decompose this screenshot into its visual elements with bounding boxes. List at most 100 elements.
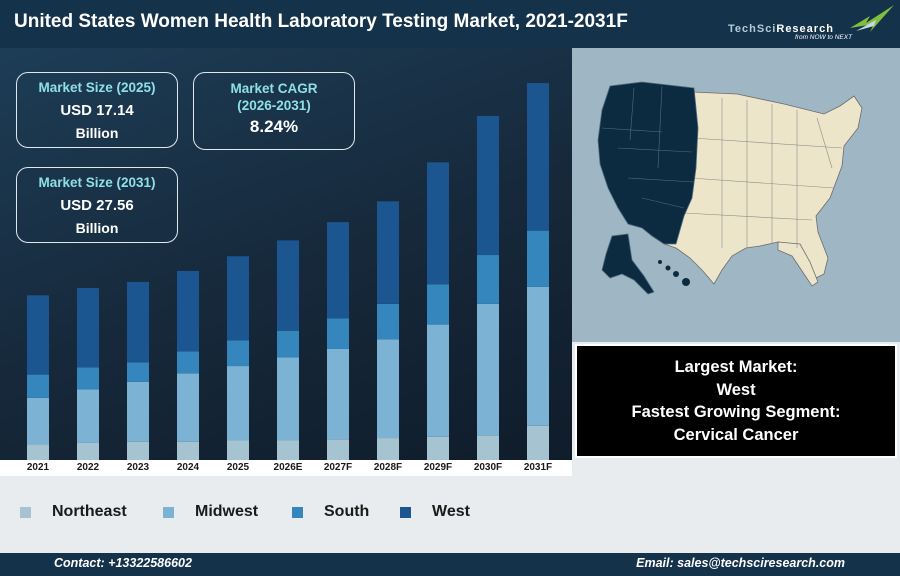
x-axis-strip: 2021 2022 2023 2024 2025 2026E 2027F 2028F 2029F… <box>0 460 572 476</box>
bar-segment-northeast-2025 <box>227 440 249 460</box>
footer-bar: Contact: +13322586602 Email: sales@techs… <box>0 553 900 576</box>
bar-segment-northeast-2026e <box>277 440 299 460</box>
us-map-west-region <box>597 81 699 245</box>
page-title: United States Women Health Laboratory Te… <box>14 11 628 32</box>
x-tick-label-2029f: 2029F <box>423 462 453 473</box>
market-size-2031-unit: Billion <box>75 220 119 236</box>
bar-segment-northeast-2029f <box>427 436 449 460</box>
x-tick-label-2022: 2022 <box>76 462 100 473</box>
fastest-segment-label: Fastest Growing Segment: <box>631 403 841 421</box>
header-bar: United States Women Health Laboratory Te… <box>0 0 900 48</box>
legend-label-south: South <box>324 503 370 520</box>
cagr-label: Market CAGR <box>230 81 318 96</box>
fastest-segment-value: Cervical Cancer <box>673 425 799 444</box>
bar-segment-south-2030f <box>477 255 499 304</box>
bar-segment-west-2021 <box>27 295 49 375</box>
bar-segment-south-2022 <box>77 367 99 390</box>
bar-segment-south-2027f <box>327 318 349 349</box>
bar-segment-midwest-2025 <box>227 366 249 441</box>
bar-segment-midwest-2029f <box>427 324 449 437</box>
x-tick-label-2024: 2024 <box>176 462 200 473</box>
largest-market-label: Largest Market: <box>674 358 798 376</box>
market-cagr-card: Market CAGR (2026-2031) 8.24% <box>193 72 355 150</box>
techsci-logo: TechSciResearch from NOW to NEXT <box>722 4 896 44</box>
us-map-west-borders <box>601 85 695 209</box>
largest-market-value: West <box>716 380 756 399</box>
logo-wordmark: TechSciResearch <box>728 23 834 35</box>
x-tick-label-2025: 2025 <box>226 462 250 473</box>
bar-segment-northeast-2023 <box>127 441 149 460</box>
bar-segment-south-2024 <box>177 351 199 374</box>
stacked-bar-chart <box>27 83 549 460</box>
x-tick-label-2028f: 2028F <box>373 462 403 473</box>
x-tick-label-2021: 2021 <box>26 462 50 473</box>
us-map-alaska <box>601 233 655 295</box>
market-size-2025-unit: Billion <box>75 125 119 141</box>
cagr-period-label: (2026-2031) <box>237 98 311 113</box>
bar-segment-northeast-2027f <box>327 439 349 460</box>
bar-segment-south-2031f <box>527 230 549 287</box>
x-tick-label-2023: 2023 <box>126 462 150 473</box>
us-map-florida <box>777 241 819 287</box>
bar-segment-northeast-2022 <box>77 442 99 460</box>
bar-segment-northeast-2030f <box>477 435 499 460</box>
bar-segment-northeast-2021 <box>27 444 49 460</box>
bar-segment-west-2025 <box>227 256 249 341</box>
bar-segment-west-2031f <box>527 83 549 231</box>
bar-segment-northeast-2024 <box>177 441 199 460</box>
bar-segment-west-2023 <box>127 281 149 363</box>
us-map <box>597 81 863 295</box>
bar-segment-south-2025 <box>227 340 249 367</box>
logo-arrow-icon <box>850 5 894 32</box>
market-size-2025-card: Market Size (2025) USD 17.14 Billion <box>16 72 178 148</box>
bar-segment-northeast-2031f <box>527 425 549 460</box>
logo-tagline: from NOW to NEXT <box>795 34 853 41</box>
legend-label-midwest: Midwest <box>195 503 259 520</box>
chart-panel: Market Size (2025) USD 17.14 Billion Mar… <box>0 48 572 460</box>
bar-segment-midwest-2027f <box>327 348 349 440</box>
x-tick-label-2030f: 2030F <box>473 462 503 473</box>
cagr-value: 8.24% <box>249 117 299 136</box>
us-map-state-borders <box>683 98 843 248</box>
logo-name-part2: Research <box>776 23 834 35</box>
legend-swatch-west <box>400 507 411 518</box>
bar-segment-midwest-2021 <box>27 397 49 445</box>
key-highlights-box: Largest Market: West Fastest Growing Seg… <box>575 344 897 458</box>
bar-segment-south-2029f <box>427 284 449 325</box>
bar-segment-west-2029f <box>427 162 449 285</box>
bar-segment-west-2024 <box>177 270 199 352</box>
bar-segment-west-2028f <box>377 201 399 304</box>
x-tick-label-2027f: 2027F <box>323 462 353 473</box>
legend-swatch-northeast <box>20 507 31 518</box>
market-size-2025-value: USD 17.14 <box>60 102 134 119</box>
market-size-2025-label: Market Size (2025) <box>38 80 156 95</box>
bar-segment-west-2030f <box>477 115 499 256</box>
market-size-2031-card: Market Size (2031) USD 27.56 Billion <box>16 167 178 243</box>
logo-name-part1: TechSci <box>728 23 777 35</box>
bar-segment-west-2026e <box>277 240 299 331</box>
legend-label-west: West <box>432 503 470 520</box>
bar-segment-midwest-2022 <box>77 389 99 443</box>
legend-swatch-midwest <box>163 507 174 518</box>
bar-segment-south-2021 <box>27 374 49 398</box>
market-size-2031-value: USD 27.56 <box>60 197 134 214</box>
bar-segment-west-2022 <box>77 287 99 368</box>
bar-segment-south-2026e <box>277 330 299 358</box>
market-size-2031-label: Market Size (2031) <box>38 175 156 190</box>
bar-segment-midwest-2023 <box>127 381 149 442</box>
x-tick-label-2031f: 2031F <box>523 462 553 473</box>
bar-segment-west-2027f <box>327 222 349 319</box>
bar-segment-midwest-2024 <box>177 373 199 442</box>
footer-contact: Contact: +13322586602 <box>54 556 192 570</box>
bar-segment-south-2028f <box>377 303 399 340</box>
us-map-hawaii <box>658 260 690 286</box>
bar-segment-midwest-2030f <box>477 303 499 436</box>
legend-label-northeast: Northeast <box>52 503 127 520</box>
bar-segment-midwest-2028f <box>377 339 399 439</box>
legend-swatch-south <box>292 507 303 518</box>
bar-segment-midwest-2031f <box>527 286 549 426</box>
bar-segment-south-2023 <box>127 362 149 382</box>
footer-email: Email: sales@techsciresearch.com <box>636 556 845 570</box>
x-tick-label-2026e: 2026E <box>273 462 303 473</box>
chart-legend: Northeast Midwest South West <box>0 476 900 553</box>
